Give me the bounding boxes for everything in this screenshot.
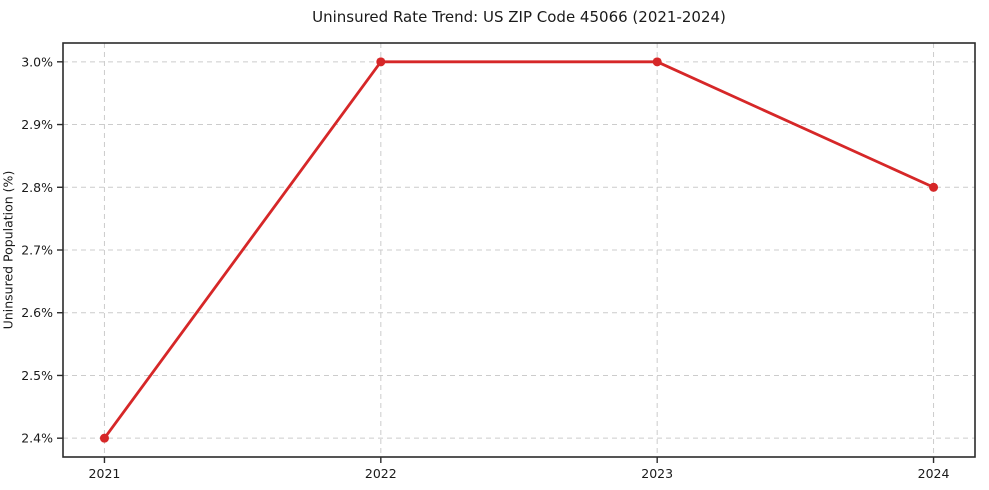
- chart-title: Uninsured Rate Trend: US ZIP Code 45066 …: [312, 8, 726, 26]
- data-point: [376, 57, 386, 67]
- y-tick-label: 3.0%: [21, 54, 53, 69]
- x-tick-label: 2021: [89, 466, 121, 481]
- y-axis-label: Uninsured Population (%): [0, 170, 16, 330]
- y-tick-label: 2.7%: [21, 243, 53, 258]
- y-tick-label: 2.9%: [21, 117, 53, 132]
- x-tick-label: 2024: [918, 466, 950, 481]
- data-point: [929, 182, 939, 192]
- y-tick-label: 2.5%: [21, 368, 53, 383]
- x-tick-label: 2023: [641, 466, 673, 481]
- data-point: [99, 433, 109, 443]
- y-tick-label: 2.6%: [21, 305, 53, 320]
- x-tick-label: 2022: [365, 466, 397, 481]
- y-tick-label: 2.8%: [21, 180, 53, 195]
- trend-line: [103, 60, 935, 440]
- data-point: [652, 57, 662, 67]
- y-tick-label: 2.4%: [21, 431, 53, 446]
